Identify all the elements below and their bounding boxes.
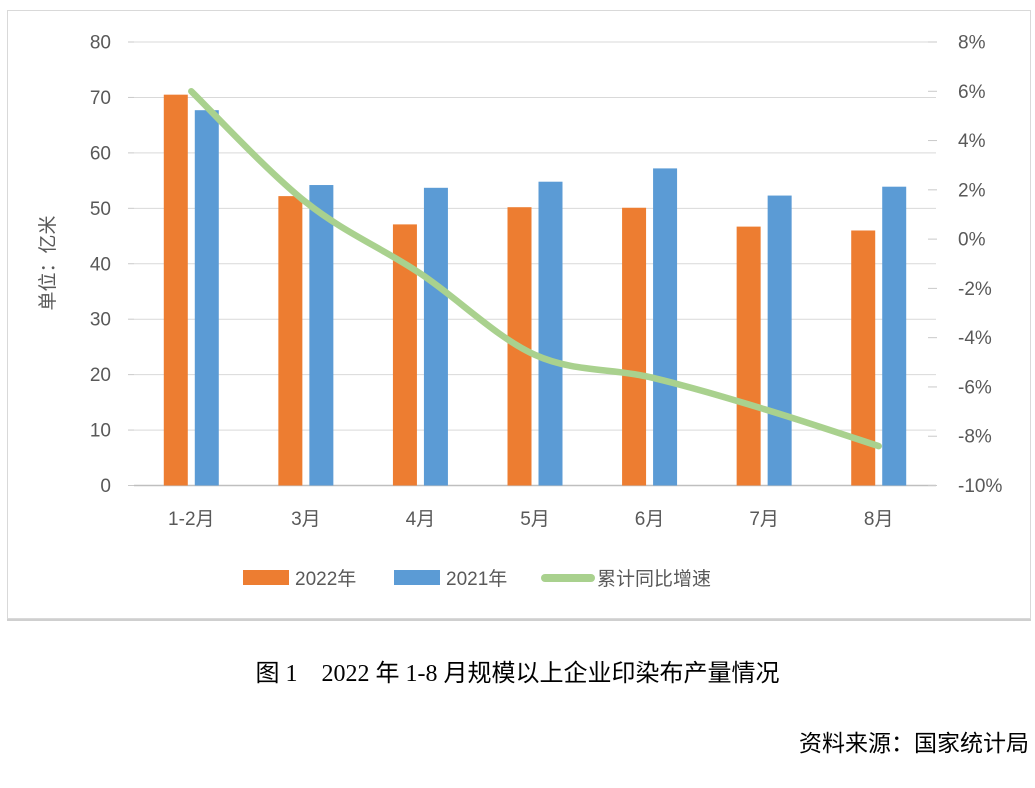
- right-axis-tick-label: -6%: [958, 377, 992, 398]
- x-axis-label: 6月: [635, 509, 665, 530]
- x-axis-label: 4月: [406, 509, 436, 530]
- left-axis-tick-label: 40: [90, 254, 111, 275]
- left-axis-tick-label: 70: [90, 88, 111, 109]
- right-axis-tick-label: -8%: [958, 427, 992, 448]
- legend-label-growth: 累计同比增速: [597, 568, 711, 590]
- x-axis-label: 5月: [520, 509, 550, 530]
- right-axis-tick-label: -2%: [958, 279, 992, 300]
- x-axis-label: 1-2月: [168, 509, 214, 530]
- right-axis-tick-label: -10%: [958, 476, 1002, 497]
- left-axis-tick-label: 30: [90, 310, 111, 331]
- figure-caption: 图 1 2022 年 1-8 月规模以上企业印染布产量情况: [255, 661, 780, 687]
- left-axis-tick-label: 20: [90, 365, 111, 386]
- bar-2022年-1-2月: [163, 94, 188, 486]
- legend-label-2022: 2022年: [295, 568, 356, 590]
- right-axis-tick-label: 8%: [958, 33, 986, 54]
- left-axis-tick-label: 0: [100, 476, 111, 497]
- legend-swatch-2022: [243, 570, 289, 585]
- right-axis-tick-label: 0%: [958, 230, 986, 251]
- bar-2022年-6月: [622, 207, 647, 486]
- left-axis-tick-label: 60: [90, 143, 111, 164]
- bar-2021年-5月: [538, 181, 563, 486]
- legend-label-2021: 2021年: [446, 568, 507, 590]
- left-axis-tick-label: 80: [90, 33, 111, 54]
- figure-source: 资料来源：国家统计局: [799, 730, 1029, 756]
- bar-2022年-3月: [278, 196, 303, 486]
- left-axis-tick-label: 10: [90, 421, 111, 442]
- right-axis-tick-label: -4%: [958, 328, 992, 349]
- bar-2022年-7月: [736, 226, 761, 486]
- bar-2021年-4月: [423, 187, 448, 486]
- bar-2022年-8月: [851, 230, 876, 486]
- production-combo-chart: 80 70 60 50 40 30 20 10 0 8% 6% 4% 2% 0% -2% -4% -6% -8% -…: [37, 33, 1002, 591]
- chart-figure-frame: 80 70 60 50 40 30 20 10 0 8% 6% 4% 2% 0% -2% -4% -6% -8% -…: [7, 10, 1031, 619]
- bar-2021年-8月: [882, 186, 907, 486]
- bar-2021年-6月: [653, 168, 678, 486]
- bar-2021年-7月: [767, 195, 792, 486]
- right-axis-tick-label: 4%: [958, 131, 986, 152]
- right-axis-tick-label: 2%: [958, 180, 986, 201]
- bar-2021年-1-2月: [194, 110, 219, 486]
- left-axis-title: 单位：亿米: [37, 215, 59, 310]
- x-axis-label: 3月: [291, 509, 321, 530]
- legend-swatch-2021: [394, 570, 440, 585]
- x-axis-label: 7月: [749, 509, 779, 530]
- growth-rate-line: [188, 88, 882, 450]
- left-axis-tick-label: 50: [90, 199, 111, 220]
- bar-2021年-3月: [309, 185, 334, 486]
- right-axis-tick-label: 6%: [958, 82, 986, 103]
- x-axis-label: 8月: [864, 509, 894, 530]
